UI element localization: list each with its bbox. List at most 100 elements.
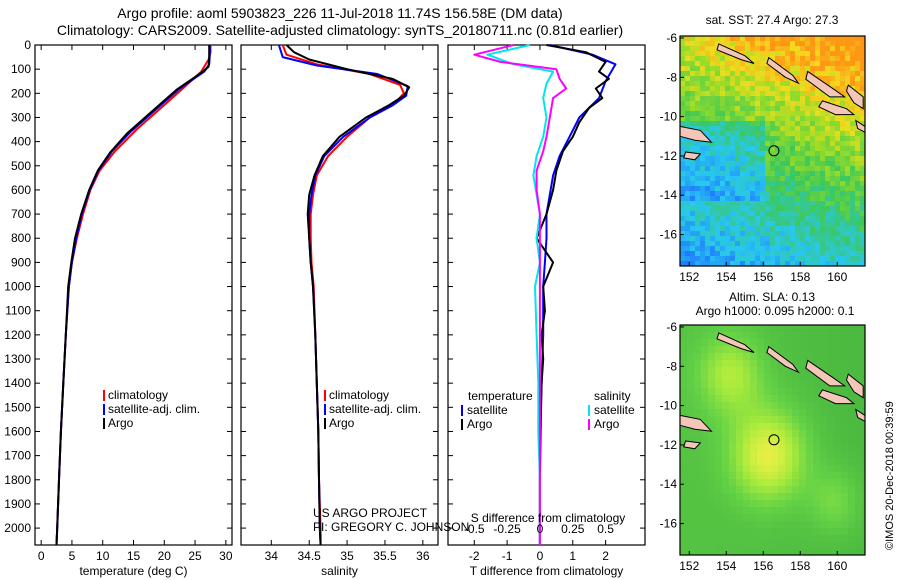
map-cell (740, 216, 746, 222)
map-cell (729, 521, 737, 529)
map-cell (710, 221, 716, 227)
map-cell (785, 256, 791, 262)
map-cell (680, 111, 686, 117)
map-cell (815, 86, 821, 92)
map-cell (736, 374, 744, 382)
map-cell (780, 141, 786, 147)
map-cell (860, 196, 866, 202)
depth-tick-label: 0 (24, 38, 31, 52)
map-cell (725, 216, 731, 222)
map-cell (694, 437, 702, 445)
map-cell (855, 472, 863, 480)
map-cell (820, 381, 828, 389)
map-cell (701, 451, 709, 459)
map-cell (755, 106, 761, 112)
map-cell (775, 76, 781, 82)
map-cell (800, 216, 806, 222)
map-cell (743, 549, 751, 556)
map-cell (687, 430, 695, 438)
map-cell (860, 241, 866, 247)
sdiff-tick-label: -0.25 (493, 522, 521, 536)
map-cell (792, 479, 800, 487)
map-cell (680, 241, 686, 247)
map-cell (800, 231, 806, 237)
map-cell (780, 151, 786, 157)
map-cell (740, 221, 746, 227)
map-cell (750, 186, 756, 192)
map-cell (680, 116, 686, 122)
map-cell (700, 96, 706, 102)
map-cell (785, 542, 793, 550)
map-cell (778, 388, 786, 396)
map-cell (715, 116, 721, 122)
map-cell (725, 91, 731, 97)
map-cell (806, 374, 814, 382)
map-cell (750, 226, 756, 232)
map-cell (790, 216, 796, 222)
map-cell (690, 96, 696, 102)
map-cell (815, 71, 821, 77)
legend-entry: climatology (329, 388, 389, 402)
map-cell (850, 46, 856, 52)
sdiff-tick-label: 0 (537, 522, 544, 536)
map-cell (680, 181, 686, 187)
map-cell (750, 241, 756, 247)
map-cell (745, 36, 751, 42)
map-cell (757, 388, 765, 396)
map-cell (735, 161, 741, 167)
map-cell (729, 549, 737, 556)
map-cell (845, 96, 851, 102)
map-cell (700, 146, 706, 152)
map-cell (805, 241, 811, 247)
map-cell (735, 181, 741, 187)
map-cell (690, 71, 696, 77)
map-cell (795, 51, 801, 57)
map-cell (848, 472, 856, 480)
map-cell (850, 221, 856, 227)
map-cell (760, 186, 766, 192)
map-cell (720, 61, 726, 67)
map-cell (725, 66, 731, 72)
map-cell (708, 465, 716, 473)
map-cell (840, 86, 846, 92)
map-cell (735, 101, 741, 107)
map-cell (815, 41, 821, 47)
map-cell (778, 437, 786, 445)
map-cell (729, 472, 737, 480)
map-cell (840, 156, 846, 162)
map-cell (680, 507, 688, 515)
map-cell (806, 346, 814, 354)
map-cell (770, 91, 776, 97)
map-cell (705, 76, 711, 82)
map-cell (743, 521, 751, 529)
map-cell (799, 479, 807, 487)
map-cell (710, 56, 716, 62)
map-cell (785, 416, 793, 424)
map-cell (795, 111, 801, 117)
map-cell (680, 458, 688, 466)
map-cell (701, 409, 709, 417)
map-cell (855, 61, 861, 67)
map-cell (799, 381, 807, 389)
map-cell (845, 76, 851, 82)
map-cell (743, 507, 751, 515)
map-cell (775, 256, 781, 262)
map-cell (855, 191, 861, 197)
map-cell (725, 96, 731, 102)
map-cell (729, 381, 737, 389)
map-cell (755, 51, 761, 57)
map-cell (720, 106, 726, 112)
map-cell (740, 86, 746, 92)
map-cell (805, 136, 811, 142)
map-cell (750, 402, 758, 410)
map-cell (708, 507, 716, 515)
map-cell (735, 71, 741, 77)
map-cell (730, 221, 736, 227)
map-cell (725, 201, 731, 207)
sla-map-ytick-label: -8 (666, 359, 677, 373)
map-cell (725, 81, 731, 87)
map-cell (735, 186, 741, 192)
map-cell (840, 141, 846, 147)
map-cell (757, 472, 765, 480)
map-cell (760, 251, 766, 257)
